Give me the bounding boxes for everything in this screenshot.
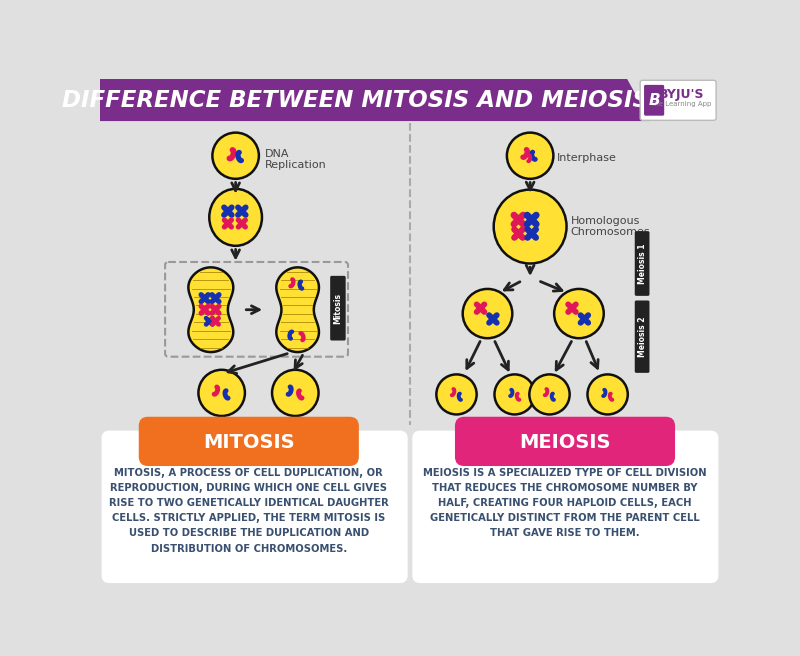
Ellipse shape bbox=[587, 375, 628, 415]
Text: MITOSIS, A PROCESS OF CELL DUPLICATION, OR
REPRODUCTION, DURING WHICH ONE CELL G: MITOSIS, A PROCESS OF CELL DUPLICATION, … bbox=[109, 468, 389, 554]
Ellipse shape bbox=[530, 375, 570, 415]
Polygon shape bbox=[188, 268, 234, 352]
Text: MEIOSIS IS A SPECIALIZED TYPE OF CELL DIVISION
THAT REDUCES THE CHROMOSOME NUMBE: MEIOSIS IS A SPECIALIZED TYPE OF CELL DI… bbox=[423, 468, 707, 539]
Text: The Learning App: The Learning App bbox=[650, 101, 712, 107]
Ellipse shape bbox=[272, 370, 318, 416]
FancyBboxPatch shape bbox=[640, 80, 716, 120]
FancyBboxPatch shape bbox=[634, 300, 650, 373]
Ellipse shape bbox=[436, 375, 477, 415]
Ellipse shape bbox=[212, 133, 259, 179]
Ellipse shape bbox=[198, 370, 245, 416]
FancyBboxPatch shape bbox=[634, 231, 650, 296]
Ellipse shape bbox=[554, 289, 604, 338]
Ellipse shape bbox=[210, 189, 262, 246]
FancyBboxPatch shape bbox=[644, 85, 664, 115]
Polygon shape bbox=[276, 268, 319, 352]
Ellipse shape bbox=[507, 133, 554, 179]
FancyBboxPatch shape bbox=[455, 417, 675, 466]
Text: Two Diploid
Cells: Two Diploid Cells bbox=[224, 424, 291, 452]
FancyBboxPatch shape bbox=[138, 417, 359, 466]
Text: Mitosis: Mitosis bbox=[334, 293, 342, 323]
Text: B: B bbox=[648, 92, 660, 108]
FancyBboxPatch shape bbox=[412, 430, 718, 583]
Text: MITOSIS: MITOSIS bbox=[203, 433, 294, 452]
Polygon shape bbox=[100, 79, 650, 121]
Text: MEIOSIS: MEIOSIS bbox=[519, 433, 610, 452]
Text: Daughter
Nuclei II: Daughter Nuclei II bbox=[504, 423, 560, 451]
Text: DNA
Replication: DNA Replication bbox=[265, 149, 327, 171]
Ellipse shape bbox=[462, 289, 512, 338]
Text: Meiosis 1: Meiosis 1 bbox=[638, 243, 646, 284]
Ellipse shape bbox=[494, 190, 566, 264]
Ellipse shape bbox=[494, 375, 534, 415]
Text: BYJU'S: BYJU'S bbox=[658, 88, 704, 100]
Text: Meiosis 2: Meiosis 2 bbox=[638, 316, 646, 357]
Text: Interphase: Interphase bbox=[558, 153, 617, 163]
Text: Homologous
Chromosomes: Homologous Chromosomes bbox=[570, 216, 650, 237]
FancyBboxPatch shape bbox=[330, 276, 346, 340]
Text: DIFFERENCE BETWEEN MITOSIS AND MEIOSIS: DIFFERENCE BETWEEN MITOSIS AND MEIOSIS bbox=[62, 89, 650, 112]
FancyBboxPatch shape bbox=[102, 430, 408, 583]
